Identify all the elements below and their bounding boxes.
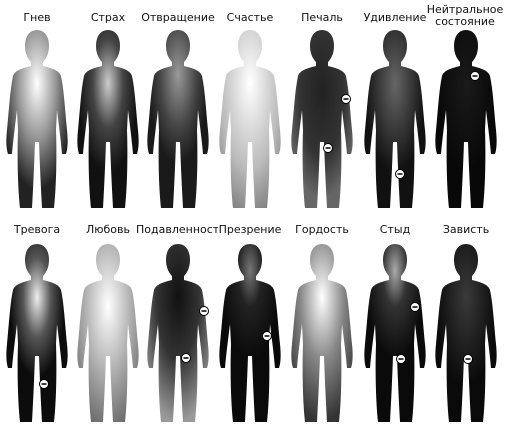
emotion-label: Презрение: [218, 224, 282, 236]
minus-icon: [38, 378, 50, 390]
minus-icon: [409, 301, 421, 313]
emotion-label: Любовь: [85, 224, 130, 236]
minus-icon: [462, 353, 474, 365]
body-map: [6, 244, 68, 422]
emotion-label: Нейтральное состояние: [426, 4, 504, 28]
body-map: [435, 30, 497, 208]
body-map: [291, 30, 353, 208]
emotion-label: Зависть: [442, 224, 490, 236]
body-map: [77, 244, 139, 422]
emotion-label: Тревога: [13, 224, 61, 236]
minus-icon: [198, 305, 210, 317]
body-map: [435, 244, 497, 422]
body-map: [219, 244, 281, 422]
emotion-label: Подавленность: [136, 224, 218, 236]
minus-icon: [340, 93, 352, 105]
emotion-label: Отвращение: [141, 12, 215, 24]
body-map: [77, 30, 139, 208]
minus-icon: [261, 330, 273, 342]
minus-icon: [469, 70, 481, 82]
emotion-label: Счастье: [226, 12, 274, 24]
body-map: [6, 30, 68, 208]
body-map: [147, 30, 209, 208]
emotion-label: Гордость: [295, 224, 349, 236]
body-map: [364, 30, 426, 208]
minus-icon: [322, 142, 334, 154]
body-map: [364, 244, 426, 422]
emotion-label: Гнев: [23, 12, 51, 24]
emotion-label: Стыд: [379, 224, 411, 236]
body-map: [291, 244, 353, 422]
emotion-label: Удивление: [363, 12, 427, 24]
emotion-label: Страх: [90, 12, 126, 24]
body-map: [147, 244, 209, 422]
emotion-label: Печаль: [301, 12, 343, 24]
body-map: [219, 30, 281, 208]
minus-icon: [180, 352, 192, 364]
row-2: [6, 244, 497, 422]
row-1: [6, 30, 497, 208]
minus-icon: [394, 168, 406, 180]
minus-icon: [395, 353, 407, 365]
